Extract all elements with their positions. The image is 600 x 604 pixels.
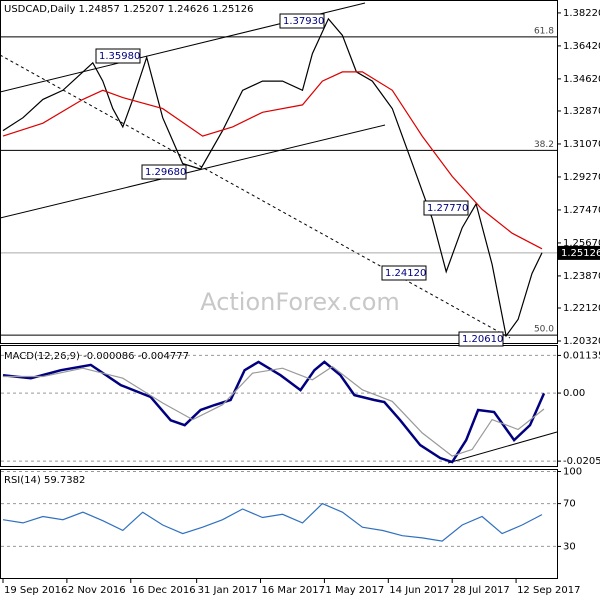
y-tick-label: 1.34620 xyxy=(563,74,600,85)
annotation-box xyxy=(95,48,141,64)
x-tick-label: 14 Jun 2017 xyxy=(389,585,449,596)
x-tick-label: 2 Nov 2016 xyxy=(68,585,126,596)
series-line xyxy=(2,360,546,464)
macd-panel xyxy=(0,345,558,467)
trend-line xyxy=(0,54,511,339)
y-tick-label: 1.29270 xyxy=(563,172,600,183)
y-tick-label: 1.20320 xyxy=(563,336,600,347)
annotation: 1.37930 xyxy=(283,16,324,27)
series-line xyxy=(3,365,545,457)
annotation-box xyxy=(381,265,427,281)
macd-title: MACD(12,26,9) -0.000086 -0.004777 xyxy=(4,351,189,362)
y-tick-label: 30 xyxy=(563,541,576,552)
last-price-label: 1.25126 xyxy=(561,248,600,259)
x-tick-label: 28 Jul 2017 xyxy=(453,585,510,596)
rsi-title: RSI(14) 59.7382 xyxy=(4,475,85,486)
y-tick-label: 1.38220 xyxy=(563,8,600,19)
fib-label: 38.2 xyxy=(534,140,554,150)
x-tick-label: 16 Mar 2017 xyxy=(262,585,325,596)
annotation: 1.27770 xyxy=(427,203,468,214)
y-tick-label: 1.25670 xyxy=(563,238,600,249)
y-tick-label: 1.22120 xyxy=(563,303,600,314)
annotation: 1.20610 xyxy=(462,334,503,345)
annotation-box xyxy=(423,200,469,216)
y-tick-label: 1.36420 xyxy=(563,41,600,52)
y-tick-label: 100 xyxy=(563,466,582,477)
y-tick-label: 1.32870 xyxy=(563,106,600,117)
y-tick-label: 0.011355 xyxy=(563,350,600,361)
series-line xyxy=(2,502,543,542)
watermark: ActionForex.com xyxy=(200,288,400,316)
price-title: USDCAD,Daily 1.24857 1.25207 1.24626 1.2… xyxy=(4,4,254,15)
annotation-box xyxy=(458,331,504,347)
y-tick-label: 70 xyxy=(563,499,576,510)
x-tick-label: 12 Sep 2017 xyxy=(517,585,580,596)
y-tick-label: 1.23870 xyxy=(563,271,600,282)
annotation: 1.35980 xyxy=(99,51,140,62)
annotation: 1.24120 xyxy=(385,268,426,279)
annotation-box xyxy=(279,13,325,29)
x-tick-label: 19 Sep 2016 xyxy=(4,585,67,596)
y-tick-label: 1.27470 xyxy=(563,205,600,216)
series-line xyxy=(2,71,543,250)
x-tick-label: 16 Dec 2016 xyxy=(132,585,196,596)
y-tick-label: 0.00 xyxy=(563,388,585,399)
annotation-box xyxy=(141,164,187,180)
series-line xyxy=(2,17,543,338)
x-tick-label: 31 Jan 2017 xyxy=(198,585,258,596)
last-price-box xyxy=(558,245,600,260)
fib-label: 50.0 xyxy=(534,325,554,335)
x-tick-label: 1 May 2017 xyxy=(325,585,384,596)
rsi-panel xyxy=(0,469,558,579)
channel-line xyxy=(0,124,386,219)
fib-label: 61.8 xyxy=(534,26,554,36)
y-tick-label: -0.020531 xyxy=(563,456,600,467)
macd-trend-line xyxy=(447,431,558,464)
annotation: 1.29680 xyxy=(145,167,186,178)
price-panel xyxy=(0,0,558,344)
y-tick-label: 1.31070 xyxy=(563,139,600,150)
